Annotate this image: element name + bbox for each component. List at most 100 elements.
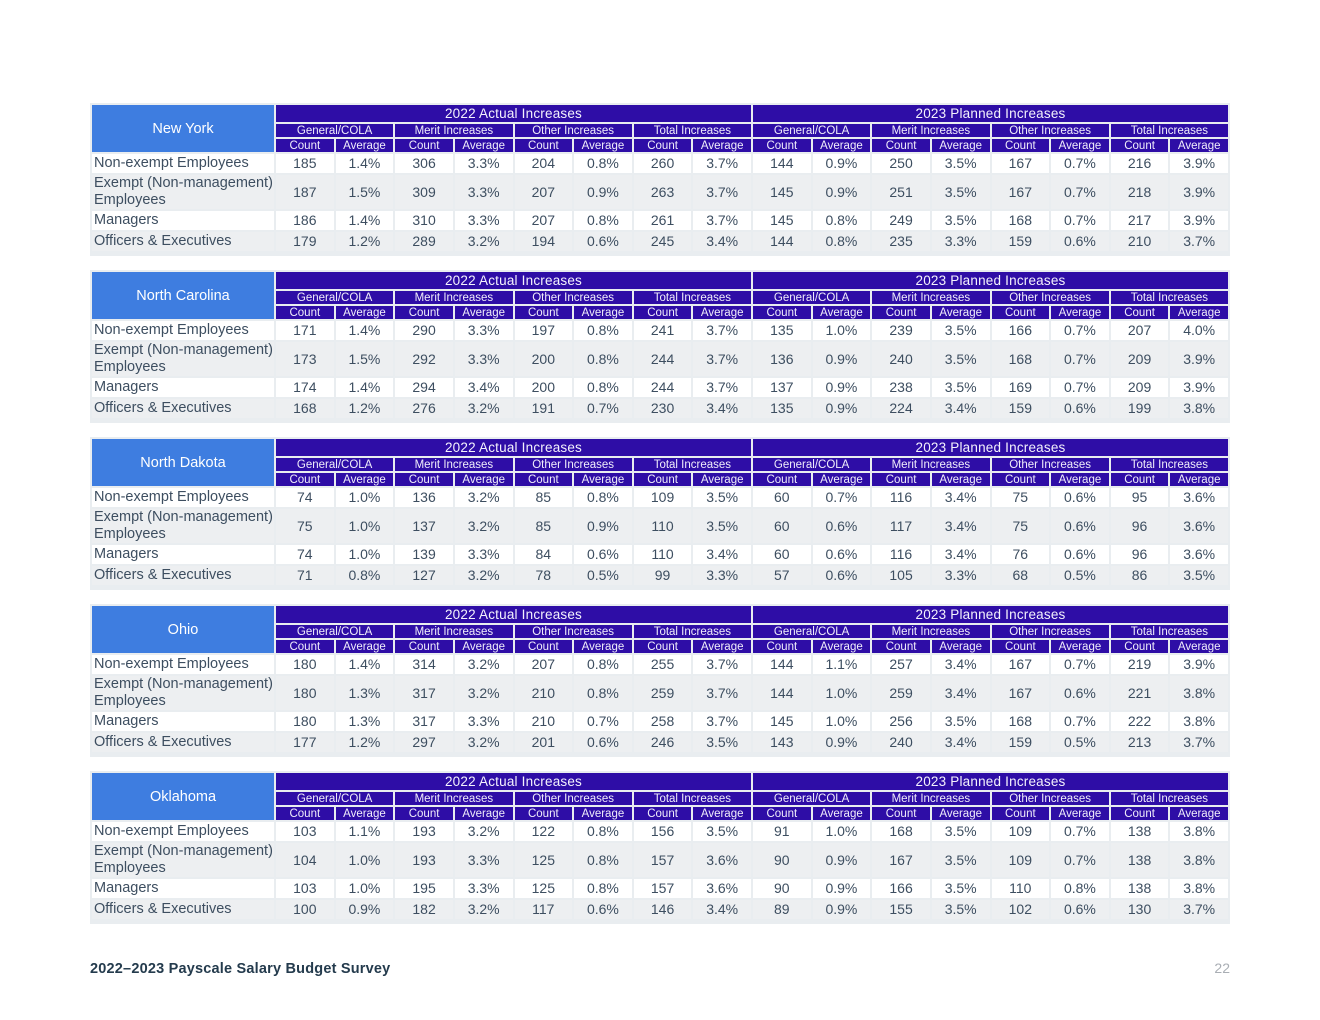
data-cell-average: 0.8% xyxy=(335,566,394,585)
data-cell-average: 0.6% xyxy=(1051,488,1109,507)
data-cell-average: 3.7% xyxy=(693,211,751,230)
state-table: Ohio 2022 Actual Increases 2023 Planned In… xyxy=(90,604,1230,757)
state-table: New York 2022 Actual Increases 2023 Planne… xyxy=(90,103,1230,256)
subgroup-header: Total Increases xyxy=(633,124,751,137)
data-cell-count: 259 xyxy=(633,676,692,710)
data-cell-average: 3.2% xyxy=(454,676,513,710)
data-cell-count: 251 xyxy=(872,175,930,209)
table-row: Exempt (Non-management) Employees 75 1.0% 1… xyxy=(92,509,1228,543)
measure-header: Average xyxy=(454,139,513,152)
data-cell-average: 3.2% xyxy=(454,566,513,585)
row-label: Officers & Executives xyxy=(92,399,274,418)
data-cell-average: 0.6% xyxy=(574,900,632,919)
data-cell-average: 3.5% xyxy=(693,822,751,841)
subgroup-header: Other Increases xyxy=(991,124,1109,137)
data-cell-count: 216 xyxy=(1110,154,1169,173)
data-cell-average: 0.7% xyxy=(1051,822,1109,841)
data-cell-average: 3.7% xyxy=(1170,900,1228,919)
data-cell-count: 157 xyxy=(633,843,692,877)
data-cell-count: 144 xyxy=(753,232,811,251)
data-cell-count: 144 xyxy=(753,154,811,173)
table-row: Non-exempt Employees 171 1.4% 290 3.3% 197 0.8… xyxy=(92,321,1228,340)
measure-header: Average xyxy=(931,807,990,820)
data-cell-count: 169 xyxy=(991,378,1050,397)
data-cell-average: 0.9% xyxy=(812,378,871,397)
measure-header: Count xyxy=(514,306,573,319)
subgroup-header: Other Increases xyxy=(991,291,1109,304)
data-cell-count: 117 xyxy=(514,900,573,919)
data-cell-count: 200 xyxy=(514,342,573,376)
data-cell-count: 60 xyxy=(753,545,811,564)
data-cell-count: 244 xyxy=(633,378,692,397)
year-group-header: 2022 Actual Increases xyxy=(276,272,751,289)
data-cell-average: 3.7% xyxy=(693,154,751,173)
table-row: Managers 180 1.3% 317 3.3% 210 0.7% 258 3.7% 145 1… xyxy=(92,712,1228,731)
row-label: Managers xyxy=(92,378,274,397)
measure-header: Count xyxy=(633,306,692,319)
data-cell-average: 1.5% xyxy=(335,342,394,376)
row-label: Non-exempt Employees xyxy=(92,321,274,340)
data-cell-average: 0.9% xyxy=(812,175,871,209)
subgroup-header: General/COLA xyxy=(276,792,394,805)
measure-header: Average xyxy=(574,139,632,152)
data-cell-count: 217 xyxy=(1110,211,1169,230)
subgroup-header: General/COLA xyxy=(276,124,394,137)
measure-header: Average xyxy=(335,640,394,653)
measure-header: Average xyxy=(454,807,513,820)
measure-header: Count xyxy=(1110,139,1169,152)
data-cell-average: 0.8% xyxy=(574,378,632,397)
data-cell-average: 3.5% xyxy=(931,712,990,731)
state-table: North Carolina 2022 Actual Increases 2023 … xyxy=(90,270,1230,423)
measure-header: Average xyxy=(931,306,990,319)
subgroup-header: General/COLA xyxy=(753,792,871,805)
measure-header: Average xyxy=(693,473,751,486)
subgroup-header: Other Increases xyxy=(514,291,632,304)
data-cell-count: 109 xyxy=(991,843,1050,877)
data-cell-count: 194 xyxy=(514,232,573,251)
subgroup-header: Total Increases xyxy=(633,458,751,471)
data-cell-count: 245 xyxy=(633,232,692,251)
measure-header: Count xyxy=(276,306,334,319)
data-cell-count: 292 xyxy=(395,342,453,376)
measure-header: Count xyxy=(991,306,1050,319)
subgroup-header: General/COLA xyxy=(753,124,871,137)
data-cell-count: 317 xyxy=(395,712,453,731)
row-label: Managers xyxy=(92,545,274,564)
data-cell-average: 1.5% xyxy=(335,175,394,209)
measure-header: Average xyxy=(1170,139,1228,152)
subgroup-header: General/COLA xyxy=(753,291,871,304)
data-cell-average: 3.5% xyxy=(931,175,990,209)
data-cell-average: 3.7% xyxy=(693,342,751,376)
data-cell-average: 0.8% xyxy=(574,843,632,877)
data-cell-average: 3.3% xyxy=(454,175,513,209)
measure-header: Count xyxy=(753,473,811,486)
page-number: 22 xyxy=(1214,960,1230,976)
data-cell-count: 257 xyxy=(872,655,930,674)
measure-header: Average xyxy=(454,473,513,486)
data-cell-average: 0.9% xyxy=(812,733,871,752)
data-cell-count: 110 xyxy=(991,879,1050,898)
data-cell-count: 103 xyxy=(276,879,334,898)
data-cell-average: 3.4% xyxy=(931,676,990,710)
measure-header: Average xyxy=(335,473,394,486)
data-cell-average: 0.7% xyxy=(1051,175,1109,209)
data-cell-count: 167 xyxy=(872,843,930,877)
table-row: Officers & Executives 179 1.2% 289 3.2% 194 0.… xyxy=(92,232,1228,251)
data-cell-average: 3.4% xyxy=(931,488,990,507)
row-label: Exempt (Non-management) Employees xyxy=(92,676,274,710)
data-cell-count: 105 xyxy=(872,566,930,585)
data-cell-average: 3.9% xyxy=(1170,655,1228,674)
data-cell-count: 314 xyxy=(395,655,453,674)
row-label: Exempt (Non-management) Employees xyxy=(92,342,274,376)
data-cell-count: 167 xyxy=(991,175,1050,209)
data-cell-average: 0.7% xyxy=(1051,154,1109,173)
data-cell-average: 3.5% xyxy=(931,879,990,898)
data-cell-count: 110 xyxy=(633,509,692,543)
data-cell-average: 3.6% xyxy=(1170,488,1228,507)
data-cell-count: 317 xyxy=(395,676,453,710)
data-cell-count: 207 xyxy=(514,211,573,230)
table-row: Managers 103 1.0% 195 3.3% 125 0.8% 157 3.6% 90 0.… xyxy=(92,879,1228,898)
data-cell-count: 306 xyxy=(395,154,453,173)
data-cell-count: 127 xyxy=(395,566,453,585)
measure-header: Count xyxy=(395,807,453,820)
